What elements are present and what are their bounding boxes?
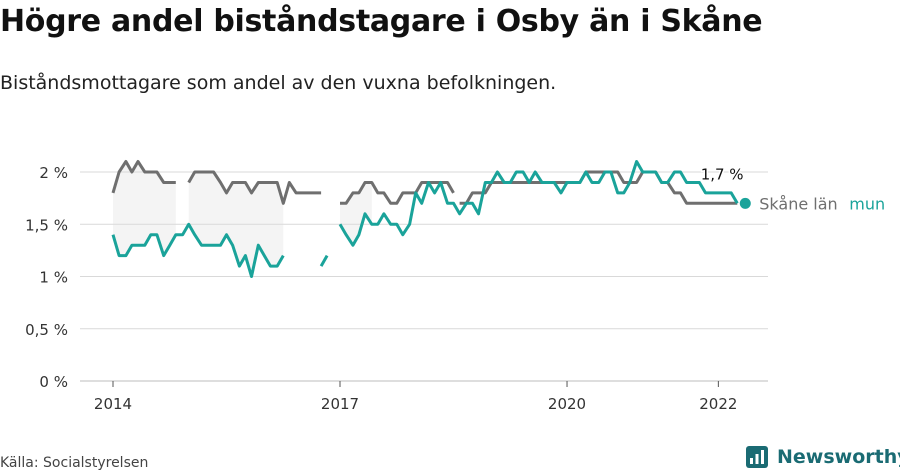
series-line-skane-lan [340, 181, 455, 205]
x-tick-label: 2022 [699, 395, 737, 413]
series-line-mun [338, 160, 739, 247]
series-line-mun [111, 222, 285, 278]
y-tick-label: 0,5 % [25, 321, 68, 339]
y-tick-label: 1,5 % [25, 216, 68, 234]
y-tick-label: 2 % [39, 164, 68, 182]
band-area [340, 182, 372, 246]
series-label-mun: mun [849, 194, 885, 213]
x-tick-label: 2014 [94, 395, 132, 413]
x-tick-label: 2020 [548, 395, 586, 413]
source-note: Källa: Socialstyrelsen [0, 455, 149, 471]
end-value-label: 1,7 % [701, 165, 744, 183]
brand-name: Newsworthy [777, 446, 900, 468]
y-axis: 0 % 0,5 % 1 % 1,5 % 2 % [25, 164, 68, 391]
series-line-skane-lan [187, 170, 322, 205]
band-area [113, 161, 176, 256]
end-labels: 1,7 % Skåne län mun [699, 164, 885, 214]
chart-title: Högre andel biståndstagare i Osby än i S… [0, 4, 763, 39]
series-lines [111, 160, 739, 278]
y-tick-label: 1 % [39, 269, 68, 287]
chart-subtitle: Biståndsmottagare som andel av den vuxna… [0, 72, 557, 94]
y-tick-label: 0 % [39, 373, 68, 391]
x-axis: 2014 2017 2020 2022 [94, 381, 737, 413]
x-tick-label: 2017 [321, 395, 359, 413]
gridlines [80, 171, 768, 382]
series-label-skane-lan: Skåne län [759, 194, 837, 213]
end-point-marker [739, 197, 751, 209]
newsworthy-logo-icon [746, 446, 768, 468]
series-line-mun [319, 254, 329, 267]
brand-logo-group: Newsworthy [745, 443, 900, 471]
series-line-skane-lan [111, 160, 176, 194]
